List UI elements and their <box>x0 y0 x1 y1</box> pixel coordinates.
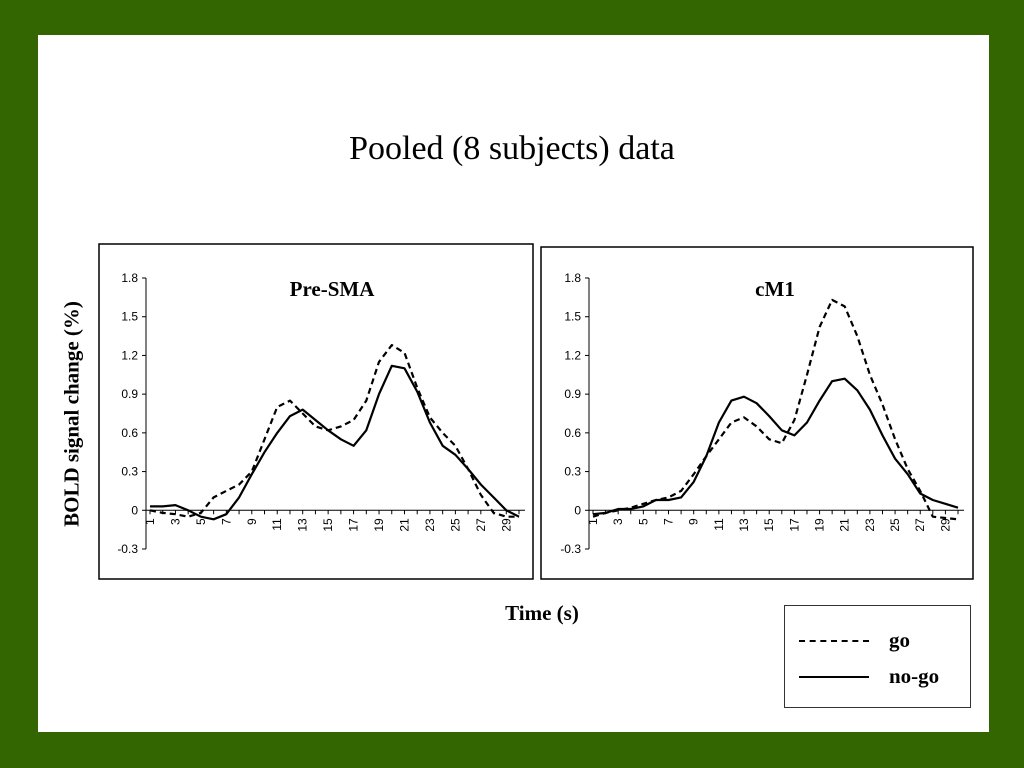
x-tick-label: 7 <box>219 518 233 525</box>
y-tick-label: 1.2 <box>121 348 138 362</box>
y-tick-label: 0 <box>574 503 581 517</box>
y-tick-label: 0.9 <box>564 387 581 401</box>
y-tick-label: 0.3 <box>564 465 581 479</box>
x-tick-label: 11 <box>270 518 284 531</box>
series-line-no-go <box>150 364 520 521</box>
chart-frame <box>98 243 534 580</box>
chart-title: Pre-SMA <box>290 277 376 301</box>
y-tick-label: 0.3 <box>121 465 138 479</box>
y-tick-label: 0.6 <box>121 426 138 440</box>
x-tick-label: 9 <box>245 518 259 525</box>
legend-swatch-dashed <box>799 640 869 642</box>
y-tick-label: 1.8 <box>121 271 138 285</box>
y-tick-label: 1.2 <box>564 348 581 362</box>
x-tick-label: 25 <box>448 518 462 532</box>
x-tick-label: 27 <box>474 518 488 532</box>
y-tick-label: 0.6 <box>564 426 581 440</box>
chart-cm1: 1.81.51.20.90.60.30-0.31 3 5 7 9 11 13 15 17 19 21… <box>540 246 974 580</box>
series-line-go <box>149 344 519 518</box>
x-tick-label: 21 <box>838 518 852 532</box>
x-tick-label: 13 <box>737 518 751 532</box>
chart-pre-sma: 1.81.51.20.90.60.30-0.31 3 5 7 9 11 13 15 17 19 21… <box>98 243 534 580</box>
y-tick-label: -0.3 <box>560 542 581 556</box>
x-tick-label: 25 <box>888 518 902 532</box>
x-tick-label: 15 <box>321 518 335 532</box>
series-line-no-go <box>592 377 959 516</box>
x-tick-label: 27 <box>913 518 927 532</box>
legend-swatch-solid <box>799 676 869 678</box>
x-tick-label: 7 <box>662 518 676 525</box>
legend-label-go: go <box>889 628 910 652</box>
y-tick-label: 1.5 <box>121 310 138 324</box>
x-tick-label: 5 <box>194 518 208 525</box>
x-tick-label: 3 <box>611 518 625 525</box>
x-tick-label: 29 <box>499 518 513 532</box>
x-tick-label: 17 <box>787 518 801 532</box>
x-tick-label: 1 <box>143 518 157 525</box>
x-tick-label: 19 <box>813 518 827 532</box>
x-tick-label: 1 <box>586 518 600 525</box>
y-tick-label: 1.5 <box>564 310 581 324</box>
x-tick-label: 3 <box>168 518 182 525</box>
y-tick-label: 0.9 <box>121 387 138 401</box>
legend-label-no-go: no-go <box>889 664 940 688</box>
chart-frame <box>540 246 974 580</box>
x-tick-label: 17 <box>347 518 361 532</box>
legend: go no-go <box>784 605 971 708</box>
x-tick-label: 29 <box>938 518 952 532</box>
x-tick-label: 19 <box>372 518 386 532</box>
x-tick-label: 23 <box>423 518 437 532</box>
x-tick-label: 23 <box>863 518 877 532</box>
y-axis-label: BOLD signal change (%) <box>59 301 84 527</box>
x-tick-label: 9 <box>687 518 701 525</box>
y-tick-label: 0 <box>131 503 138 517</box>
x-tick-label: 13 <box>296 518 310 532</box>
y-tick-label: -0.3 <box>117 542 138 556</box>
y-tick-label: 1.8 <box>564 271 581 285</box>
x-tick-label: 5 <box>636 518 650 525</box>
chart-title: cM1 <box>755 277 795 301</box>
x-tick-label: 11 <box>712 518 726 531</box>
slide-title: Pooled (8 subjects) data <box>349 130 675 167</box>
x-tick-label: 21 <box>397 518 411 532</box>
x-axis-label: Time (s) <box>505 601 579 625</box>
x-tick-label: 15 <box>762 518 776 532</box>
